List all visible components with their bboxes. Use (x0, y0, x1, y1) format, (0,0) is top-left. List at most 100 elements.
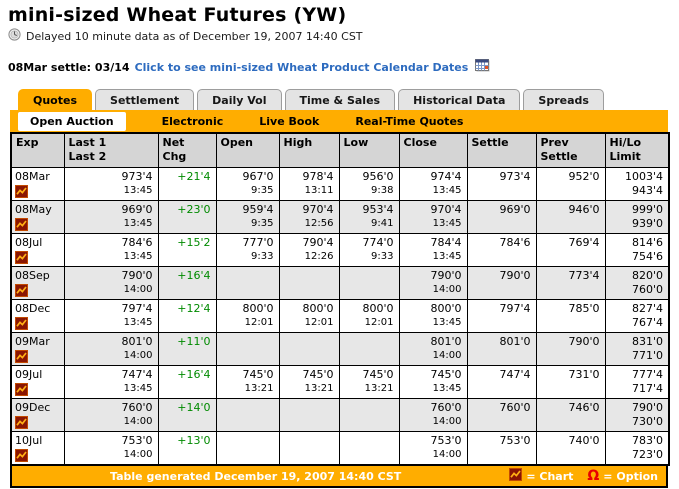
cell-prev-settle: 946'0 (535, 200, 606, 234)
col-header-line1: Exp (16, 136, 39, 149)
cell-low: 774'0 9:33 (338, 233, 400, 267)
cell-close-time: 13:45 (432, 251, 462, 262)
col-header-settle: Settle (466, 132, 537, 168)
cell-low-time: 13:21 (364, 383, 394, 394)
cell-settle-value: 784'6 (499, 236, 531, 249)
table-row: 09Dec 760'0 14:00 +14'0 760'0 14:00 760'0 746'0… (10, 398, 670, 432)
chart-icon[interactable] (15, 284, 59, 297)
cell-last-time: 13:45 (123, 317, 153, 328)
cell-low: 953'4 9:41 (338, 200, 400, 234)
cell-last: 753'0 14:00 (63, 431, 159, 466)
calendar-dates-link[interactable]: Click to see mini-sized Wheat Product Ca… (134, 61, 469, 74)
cell-net-chg: +16'4 (157, 266, 217, 300)
subtab-open-auction[interactable]: Open Auction (18, 111, 126, 131)
quotes-table: Exp Last 1 Last 2 Net Chg Open High Low Close Set… (10, 132, 670, 466)
cell-last-value: 973'4 (121, 170, 153, 183)
lo-limit-value: 723'0 (631, 448, 663, 461)
chart-icon[interactable] (15, 185, 59, 198)
tab-daily-vol[interactable]: Daily Vol (197, 89, 282, 110)
chart-icon[interactable] (15, 218, 59, 231)
cell-open-time: 12:01 (244, 317, 274, 328)
cell-high-time: 13:11 (304, 185, 334, 196)
delayed-notice: Delayed 10 minute data as of December 19… (8, 28, 679, 44)
cell-prev-settle-value: 731'0 (568, 368, 600, 381)
cell-last-value: 790'0 (121, 269, 153, 282)
cell-close-value: 970'4 (430, 203, 462, 216)
cell-high: 790'4 12:26 (278, 233, 340, 267)
cell-close-value: 760'0 (430, 401, 462, 414)
cell-open: 777'0 9:33 (215, 233, 280, 267)
chart-icon[interactable] (15, 251, 59, 264)
cell-settle: 969'0 (466, 200, 537, 234)
tabs-row: Quotes Settlement Daily Vol Time & Sales His… (18, 89, 679, 110)
lo-limit-value: 771'0 (631, 349, 663, 362)
cell-low-time: 9:41 (371, 218, 394, 229)
cell-close-time: 14:00 (432, 416, 462, 427)
col-header-line1: Low (343, 136, 369, 149)
cell-high (278, 266, 340, 300)
tab-quotes[interactable]: Quotes (18, 89, 93, 110)
subtab-real-time-quotes[interactable]: Real-Time Quotes (355, 114, 464, 128)
tab-settlement[interactable]: Settlement (95, 89, 195, 110)
table-row: 09Jul 747'4 13:45 +16'4 745'0 13:21 745'0 13:21… (10, 365, 670, 399)
tab-historical-data[interactable]: Historical Data (398, 89, 521, 110)
cell-last-time: 13:45 (123, 251, 153, 262)
cell-last-time: 14:00 (123, 449, 153, 460)
col-header-line1: Settle (471, 136, 509, 149)
col-header-net: Net Chg (157, 132, 217, 168)
cell-open-value: 777'0 (242, 236, 274, 249)
cell-close-value: 800'0 (430, 302, 462, 315)
col-header-line1: Open (220, 136, 254, 149)
cell-exp: 09Jul (10, 365, 65, 399)
cell-open: 800'0 12:01 (215, 299, 280, 333)
cell-prev-settle: 769'4 (535, 233, 606, 267)
chart-icon[interactable] (15, 350, 59, 363)
chart-icon (509, 468, 523, 484)
cell-prev-settle-value: 773'4 (568, 269, 600, 282)
cell-prev-settle: 785'0 (535, 299, 606, 333)
lo-limit-value: 939'0 (631, 217, 663, 230)
cell-settle-value: 969'0 (499, 203, 531, 216)
cell-low-value: 800'0 (362, 302, 394, 315)
tab-spreads[interactable]: Spreads (523, 89, 604, 110)
hi-limit-value: 999'0 (631, 203, 663, 216)
cell-prev-settle: 952'0 (535, 167, 606, 201)
cell-settle-value: 753'0 (499, 434, 531, 447)
cell-low-value: 956'0 (362, 170, 394, 183)
cell-close-value: 753'0 (430, 434, 462, 447)
subtab-live-book[interactable]: Live Book (259, 114, 320, 128)
col-header-line1: High (283, 136, 313, 149)
cell-last: 797'4 13:45 (63, 299, 159, 333)
col-header-line1: Close (403, 136, 437, 149)
cell-high (278, 332, 340, 366)
cell-high-time: 12:26 (304, 251, 334, 262)
chart-icon[interactable] (15, 416, 59, 429)
chart-icon[interactable] (15, 317, 59, 330)
chart-legend-text: = Chart (526, 469, 574, 483)
cell-close-time: 14:00 (432, 350, 462, 361)
tab-time-sales[interactable]: Time & Sales (284, 89, 396, 110)
cell-settle: 801'0 (466, 332, 537, 366)
cell-close: 784'4 13:45 (398, 233, 468, 267)
cell-open: 745'0 13:21 (215, 365, 280, 399)
cell-prev-settle: 790'0 (535, 332, 606, 366)
cell-settle-value: 747'4 (499, 368, 531, 381)
cell-hilo-limit: 777'4 717'4 (604, 365, 670, 399)
cell-net-chg: +15'2 (157, 233, 217, 267)
cell-settle: 797'4 (466, 299, 537, 333)
cell-high: 970'4 12:56 (278, 200, 340, 234)
cell-low: 800'0 12:01 (338, 299, 400, 333)
chart-icon[interactable] (15, 383, 59, 396)
col-header-hi-lo: Hi/Lo Limit (604, 132, 670, 168)
cell-low-value: 774'0 (362, 236, 394, 249)
subtab-electronic[interactable]: Electronic (161, 114, 224, 128)
cell-low (338, 332, 400, 366)
calendar-icon[interactable] (475, 59, 491, 76)
cell-net-chg: +11'0 (157, 332, 217, 366)
cell-last-value: 753'0 (121, 434, 153, 447)
cell-open (215, 332, 280, 366)
exp-label: 08Jul (15, 236, 43, 249)
cell-net-chg-value: +23'0 (177, 203, 211, 216)
cell-settle: 973'4 (466, 167, 537, 201)
chart-icon[interactable] (15, 449, 59, 462)
